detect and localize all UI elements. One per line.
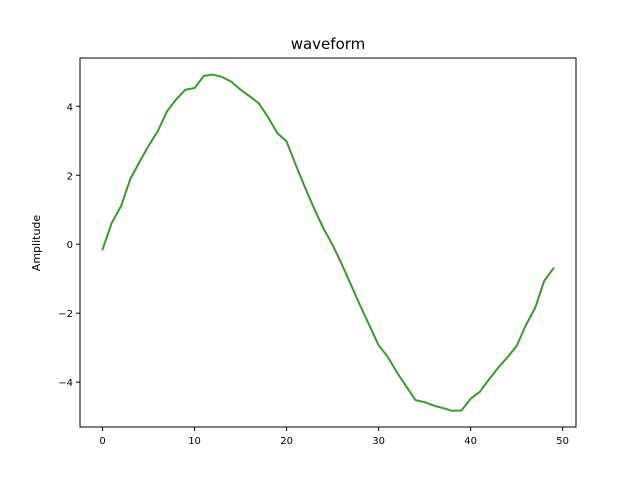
chart-title: waveform: [291, 35, 366, 53]
x-tick-label: 30: [372, 436, 385, 447]
y-axis-label: Amplitude: [30, 215, 43, 272]
x-tick-label: 0: [99, 436, 105, 447]
y-tick-label: −4: [58, 378, 73, 389]
y-tick-label: −2: [58, 309, 73, 320]
y-tick-label: 0: [67, 240, 73, 251]
plot-area: 0 10 20 30 40 50 −4 −2 0 2 4: [58, 57, 577, 447]
y-tick-label: 2: [67, 171, 73, 182]
waveform-line: [101, 73, 555, 412]
x-tick-label: 10: [188, 436, 201, 447]
plot-frame: [79, 57, 577, 428]
y-tick-label: 4: [67, 102, 73, 113]
x-tick-label: 50: [556, 436, 569, 447]
x-tick-label: 40: [464, 436, 477, 447]
x-tick-label: 20: [280, 436, 293, 447]
